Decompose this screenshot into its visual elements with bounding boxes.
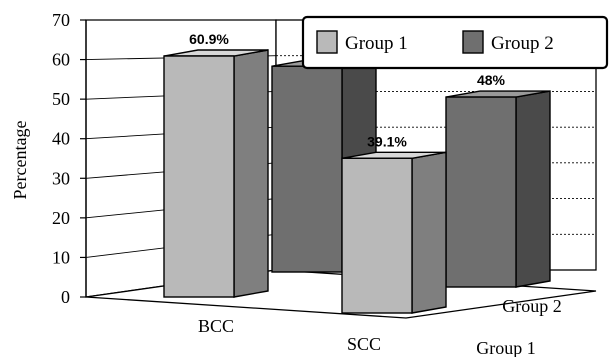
- legend-label: Group 2: [491, 33, 554, 54]
- y-tick-label: 70: [52, 10, 70, 30]
- bar-front: [271, 65, 343, 273]
- bar-value-label: 60.9%: [189, 31, 229, 47]
- y-axis-label: Percentage: [10, 121, 30, 200]
- bar-value-label: 48%: [477, 72, 506, 88]
- legend-label: Group 1: [345, 33, 408, 54]
- bar-front: [163, 55, 235, 298]
- legend: Group 1 Group 2: [301, 15, 609, 70]
- y-tick-label: 40: [52, 129, 70, 149]
- y-tick-label: 20: [52, 208, 70, 228]
- bar-side: [411, 151, 447, 314]
- bar-side: [515, 90, 551, 288]
- bar-scc-group2: [445, 90, 551, 288]
- bar-front: [445, 96, 517, 288]
- bar-value-label: 39.1%: [367, 133, 407, 149]
- bar-bcc-group1: [163, 49, 269, 298]
- axes: 0 10 20 30 40 50 60 70 Percentage BCC SCC Group 1 Gr…: [10, 10, 562, 357]
- y-tick-label: 0: [61, 287, 70, 307]
- bar-side: [233, 49, 269, 298]
- x-category-label: BCC: [198, 316, 234, 336]
- y-tick-label: 30: [52, 168, 70, 188]
- bars: [163, 49, 551, 314]
- legend-swatch: [316, 30, 338, 54]
- legend-box: [301, 15, 609, 70]
- y-tick-label: 60: [52, 50, 70, 70]
- y-tick-label: 10: [52, 247, 70, 267]
- bar-front: [341, 157, 413, 314]
- bar-scc-group1: [341, 151, 447, 314]
- y-tick-label: 50: [52, 89, 70, 109]
- x-category-label: SCC: [347, 334, 381, 354]
- legend-swatch: [462, 30, 484, 54]
- depth-label: Group 2: [502, 296, 562, 316]
- depth-label: Group 1: [476, 338, 536, 357]
